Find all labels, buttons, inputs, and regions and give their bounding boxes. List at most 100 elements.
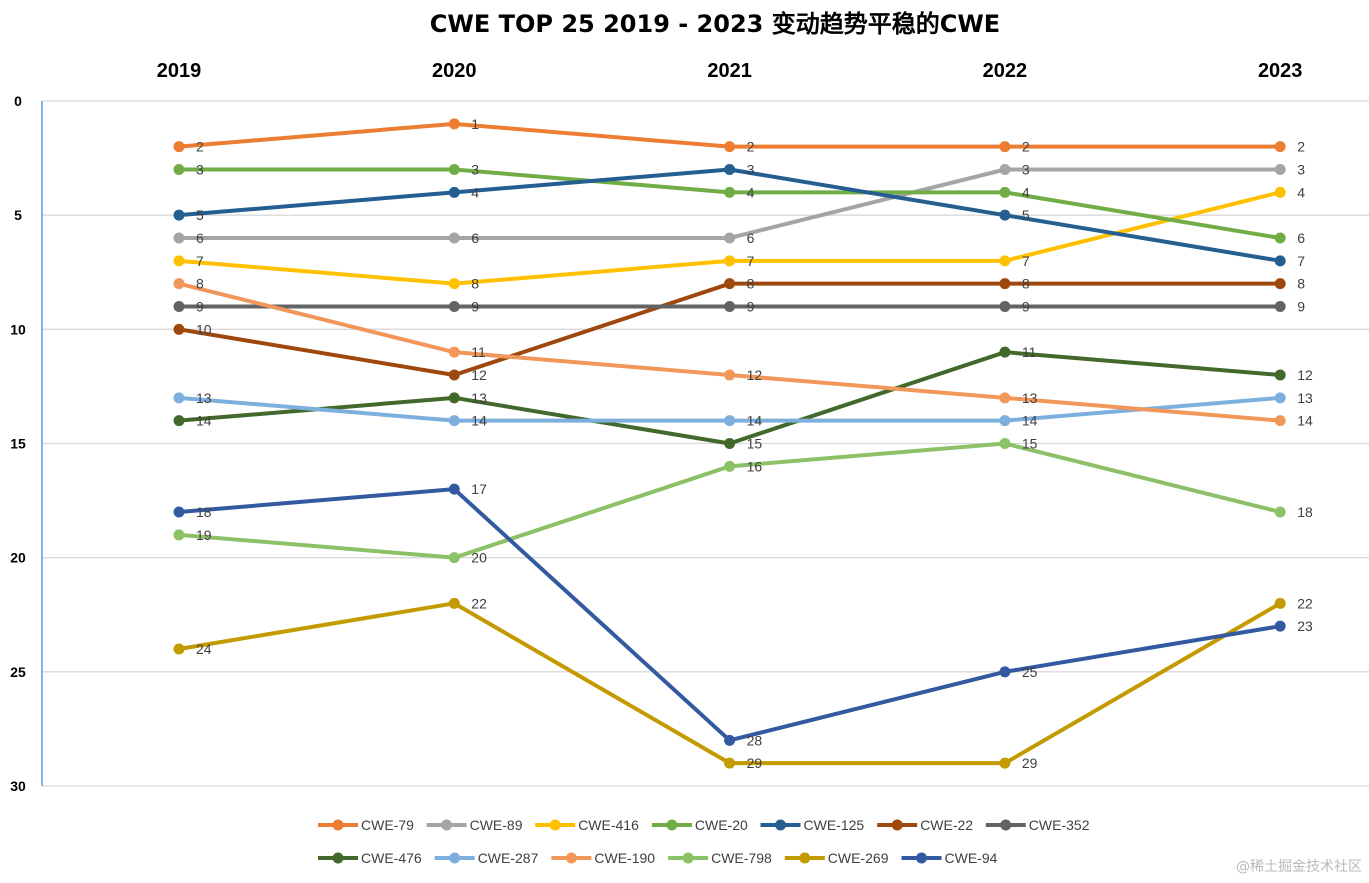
data-label: 3 (1297, 162, 1305, 178)
data-label: 29 (747, 755, 763, 771)
data-point (1274, 255, 1286, 267)
legend-item-cwe-287[interactable]: CWE-287 (434, 850, 539, 866)
legend-item-cwe-190[interactable]: CWE-190 (551, 850, 655, 866)
legend-item-cwe-22[interactable]: CWE-22 (877, 817, 973, 833)
data-point (173, 232, 185, 244)
legend-item-cwe-352[interactable]: CWE-352 (985, 817, 1090, 833)
data-point (999, 209, 1011, 221)
y-tick-label: 10 (10, 321, 26, 337)
series-cwe-22: 10 12 8 8 8 (173, 276, 1305, 383)
legend-label: CWE-79 (361, 817, 414, 833)
data-label: 14 (1297, 413, 1313, 429)
legend-marker-icon (775, 819, 786, 831)
legend-label: CWE-269 (828, 850, 889, 866)
legend-item-cwe-20[interactable]: CWE-20 (651, 817, 748, 833)
data-label: 12 (1297, 367, 1313, 383)
data-point (448, 392, 460, 404)
data-label: 3 (1022, 162, 1030, 178)
legend-label: CWE-798 (711, 850, 772, 866)
x-tick-label: 2022 (983, 60, 1028, 82)
data-label: 15 (747, 436, 763, 452)
data-point (1274, 620, 1286, 632)
data-point (173, 209, 185, 221)
legend-marker-icon (799, 852, 811, 864)
data-point (173, 323, 185, 335)
series-line (179, 167, 1281, 240)
y-tick-label: 5 (14, 207, 22, 223)
data-point (1274, 392, 1286, 404)
y-tick-label: 30 (10, 778, 26, 794)
data-label: 24 (196, 641, 212, 657)
data-point (1274, 415, 1286, 427)
data-point (173, 141, 185, 153)
data-label: 7 (747, 253, 755, 269)
data-label: 3 (196, 162, 204, 178)
data-label: 13 (1297, 390, 1313, 406)
data-label: 2 (1297, 139, 1305, 155)
data-label: 13 (196, 390, 212, 406)
data-label: 5 (1022, 207, 1030, 223)
data-label: 9 (1022, 299, 1030, 315)
data-label: 4 (471, 184, 479, 200)
legend-marker-icon (332, 819, 344, 831)
series-cwe-352: 9 9 9 9 9 (173, 299, 1305, 315)
data-label: 8 (1297, 276, 1305, 292)
data-label: 8 (196, 276, 204, 292)
data-label: 8 (747, 276, 755, 292)
legend-marker-icon (449, 852, 461, 864)
series-cwe-416: 7 8 7 7 4 (173, 184, 1305, 292)
legend-item-cwe-416[interactable]: CWE-416 (535, 817, 639, 833)
data-point (724, 141, 736, 153)
data-label: 18 (196, 504, 212, 520)
y-tick-label: 25 (10, 664, 26, 680)
data-point (448, 278, 460, 290)
data-label: 10 (196, 321, 212, 337)
data-label: 9 (747, 299, 755, 315)
data-label: 8 (471, 276, 479, 292)
data-point (724, 255, 736, 267)
series-cwe-476: 14 13 15 11 12 (173, 344, 1313, 452)
data-label: 7 (1022, 253, 1030, 269)
series-cwe-89: 6 6 6 3 3 (173, 162, 1305, 246)
legend-marker-icon (682, 852, 694, 864)
data-point (448, 483, 460, 495)
legend-marker-icon (549, 819, 561, 831)
data-label: 28 (747, 732, 763, 748)
data-point (724, 460, 736, 472)
legend-marker-icon (332, 852, 344, 864)
data-label: 12 (471, 367, 487, 383)
data-point (448, 369, 460, 381)
data-point (1274, 506, 1286, 518)
series-line (178, 487, 1281, 743)
data-point (724, 164, 736, 175)
data-label: 9 (196, 299, 204, 315)
data-label: 22 (471, 595, 487, 611)
data-point (448, 232, 460, 244)
series-line (178, 441, 1281, 560)
data-point (724, 369, 736, 381)
legend-label: CWE-20 (695, 817, 748, 833)
legend-item-cwe-125[interactable]: CWE-125 (760, 817, 865, 833)
legend-marker-icon (441, 819, 453, 831)
data-point (173, 415, 185, 427)
data-point (448, 552, 460, 564)
data-label: 14 (1022, 413, 1038, 429)
data-point (448, 346, 460, 358)
legend-item-cwe-269[interactable]: CWE-269 (784, 850, 889, 866)
data-point (1274, 278, 1286, 290)
data-label: 6 (471, 230, 479, 246)
legend-item-cwe-79[interactable]: CWE-79 (318, 817, 414, 833)
series-cwe-20: 3 3 4 4 6 (173, 162, 1305, 246)
legend-item-cwe-476[interactable]: CWE-476 (318, 850, 422, 866)
data-label: 2 (1022, 139, 1030, 155)
legend-item-cwe-89[interactable]: CWE-89 (426, 817, 523, 833)
x-tick-label: 2021 (707, 60, 752, 82)
data-label: 6 (196, 230, 204, 246)
legend-label: CWE-125 (804, 817, 865, 833)
y-tick-label: 15 (10, 436, 26, 452)
legend-item-cwe-94[interactable]: CWE-94 (901, 850, 998, 866)
legend-item-cwe-798[interactable]: CWE-798 (668, 850, 772, 866)
data-label: 2 (196, 139, 204, 155)
legend-label: CWE-89 (470, 817, 523, 833)
